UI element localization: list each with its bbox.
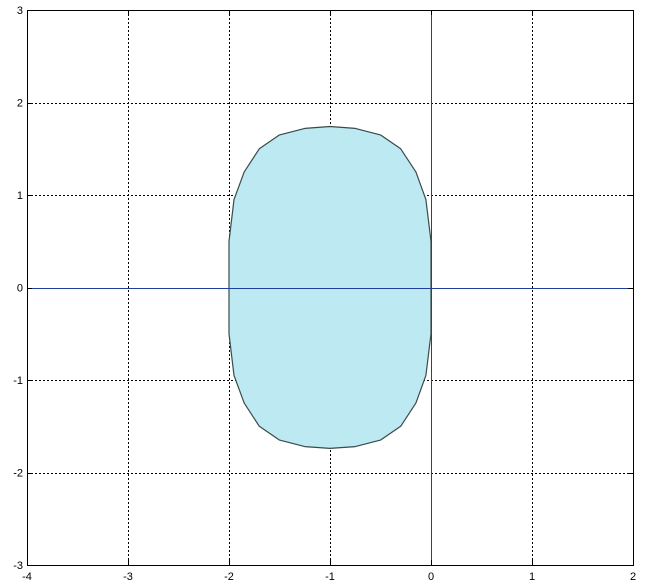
y-tick-label-0: -3	[13, 560, 23, 572]
y-tick-label-3: 0	[17, 283, 23, 295]
x-tick-label-6: 2	[630, 571, 636, 583]
y-tick-labels: -3 -2 -1 0 1 2 3	[13, 5, 23, 572]
x-tick-labels: -4 -3 -2 -1 0 1 2	[22, 571, 636, 583]
x-tick-label-0: -4	[22, 571, 32, 583]
x-tick-label-4: 0	[428, 571, 434, 583]
tick-marks	[27, 10, 634, 566]
reference-lines	[27, 10, 633, 565]
y-tick-label-1: -2	[13, 468, 23, 480]
x-tick-label-5: 1	[529, 571, 535, 583]
y-tick-label-6: 3	[17, 5, 23, 17]
y-tick-label-4: 1	[17, 190, 23, 202]
x-tick-label-2: -2	[224, 571, 234, 583]
y-tick-label-5: 2	[17, 98, 23, 110]
stability-region	[228, 125, 432, 449]
y-tick-label-2: -1	[13, 375, 23, 387]
x-tick-label-3: -1	[325, 571, 335, 583]
x-tick-label-1: -3	[123, 571, 133, 583]
